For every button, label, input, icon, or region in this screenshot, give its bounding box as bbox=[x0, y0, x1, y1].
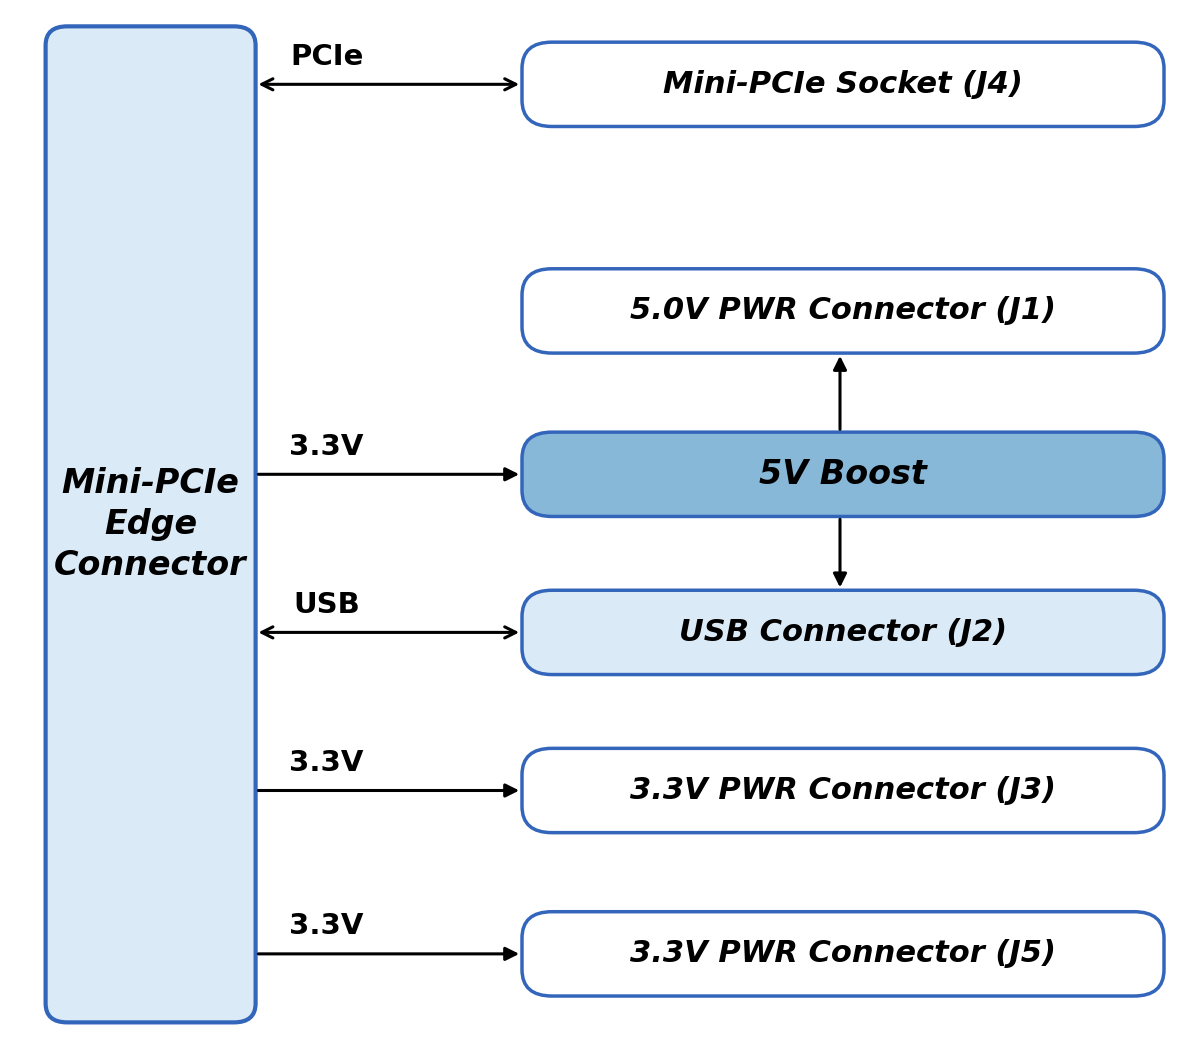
Text: Mini-PCIe
Edge
Connector: Mini-PCIe Edge Connector bbox=[54, 467, 247, 582]
Text: 5V Boost: 5V Boost bbox=[760, 457, 926, 491]
Text: Mini-PCIe Socket (J4): Mini-PCIe Socket (J4) bbox=[664, 70, 1022, 99]
FancyBboxPatch shape bbox=[522, 269, 1164, 353]
FancyBboxPatch shape bbox=[522, 748, 1164, 833]
FancyBboxPatch shape bbox=[522, 432, 1164, 516]
FancyBboxPatch shape bbox=[522, 590, 1164, 675]
Text: 5.0V PWR Connector (J1): 5.0V PWR Connector (J1) bbox=[630, 296, 1056, 326]
Text: 3.3V PWR Connector (J5): 3.3V PWR Connector (J5) bbox=[630, 939, 1056, 969]
Text: USB: USB bbox=[293, 590, 360, 619]
FancyBboxPatch shape bbox=[46, 26, 256, 1022]
Text: 3.3V: 3.3V bbox=[289, 748, 364, 777]
FancyBboxPatch shape bbox=[522, 42, 1164, 126]
FancyBboxPatch shape bbox=[522, 912, 1164, 996]
Text: PCIe: PCIe bbox=[290, 42, 364, 71]
Text: USB Connector (J2): USB Connector (J2) bbox=[679, 618, 1007, 647]
Text: 3.3V PWR Connector (J3): 3.3V PWR Connector (J3) bbox=[630, 776, 1056, 805]
Text: 3.3V: 3.3V bbox=[289, 432, 364, 461]
Text: 3.3V: 3.3V bbox=[289, 912, 364, 940]
